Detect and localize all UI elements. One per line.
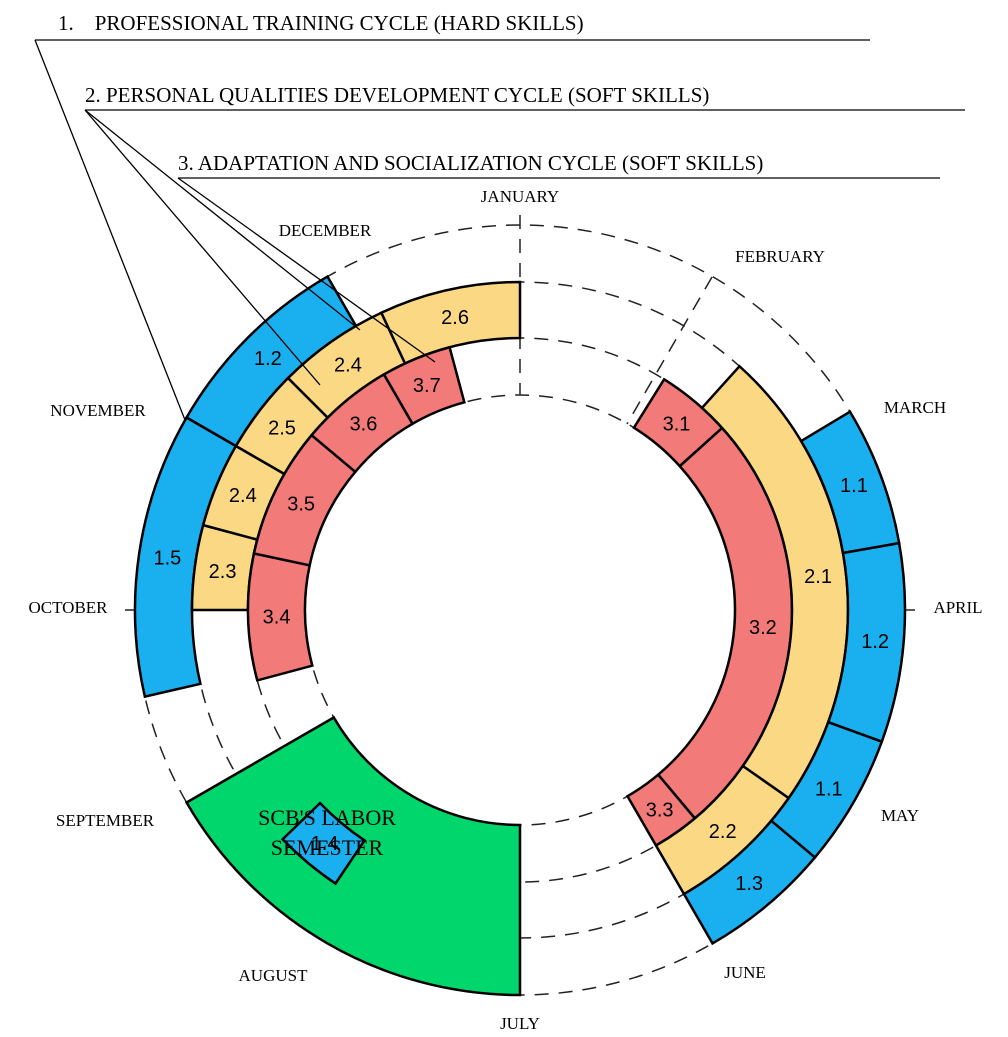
segment-label: 1.3 — [735, 873, 763, 895]
month-label: JUNE — [724, 963, 766, 982]
center-label: SCB'S LABOR — [258, 805, 396, 830]
segment-label: 1.4 — [311, 833, 339, 855]
month-label: NOVEMBER — [50, 401, 146, 420]
center-label: SEMESTER — [271, 835, 384, 860]
segment-label: 3.2 — [749, 617, 777, 639]
leader-line — [84, 109, 321, 386]
leader-line — [84, 109, 361, 331]
segment-label: 3.3 — [646, 799, 674, 821]
segment-label: 1.5 — [154, 547, 182, 569]
segment-label: 2.4 — [229, 485, 257, 507]
month-label: SEPTEMBER — [56, 811, 155, 830]
cycle-title: 2. PERSONAL QUALITIES DEVELOPMENT CYCLE … — [85, 83, 709, 107]
segment-label: 1.1 — [815, 778, 843, 800]
leader-line — [177, 177, 436, 363]
segment-label: 3.6 — [350, 413, 378, 435]
segments: 1.5 1.2 2.3 2.4 2.5 2.4 2.6 3.4 3.5 3.6 3.7 3.1 3.2 3… — [133, 274, 907, 997]
segment-label: 2.5 — [268, 417, 296, 439]
cycle-segment — [280, 801, 367, 886]
segment-label: 3.5 — [287, 493, 315, 515]
segment-label: 2.6 — [441, 307, 469, 329]
month-label: APRIL — [933, 598, 982, 617]
guide-circle — [304, 394, 736, 826]
segment-label: 2.1 — [804, 566, 832, 588]
segment-label: 3.1 — [663, 413, 691, 435]
segment-label: 1.2 — [861, 631, 889, 653]
month-label: JANUARY — [481, 187, 559, 206]
month-label: FEBRUARY — [735, 247, 825, 266]
title-lines — [34, 39, 965, 421]
month-label: JULY — [500, 1014, 540, 1033]
segment-label: 1.2 — [254, 348, 282, 370]
month-label: OCTOBER — [28, 598, 108, 617]
guide-line — [626, 276, 713, 425]
leader-line — [34, 39, 186, 421]
cycle-segment — [382, 345, 466, 426]
segment-label: 2.4 — [334, 354, 362, 376]
cycle-segment — [682, 819, 817, 946]
month-label: AUGUST — [239, 966, 309, 985]
cycle-title: 1. PROFESSIONAL TRAINING CYCLE (HARD SKI… — [58, 11, 584, 35]
month-label: DECEMBER — [279, 221, 372, 240]
segment-label: 3.7 — [413, 375, 441, 397]
month-label: MAY — [881, 806, 919, 825]
month-labels: JANUARY FEBRUARY MARCH APRIL MAY JUNE JULY AUGU… — [28, 187, 982, 1033]
segment-label: 2.2 — [709, 821, 737, 843]
segment-label: 3.4 — [263, 606, 291, 628]
segment-label: 1.1 — [840, 475, 868, 497]
segment-label: 2.3 — [209, 561, 237, 583]
month-label: MARCH — [884, 398, 946, 417]
cycle-title: 3. ADAPTATION AND SOCIALIZATION CYCLE (S… — [178, 151, 763, 175]
